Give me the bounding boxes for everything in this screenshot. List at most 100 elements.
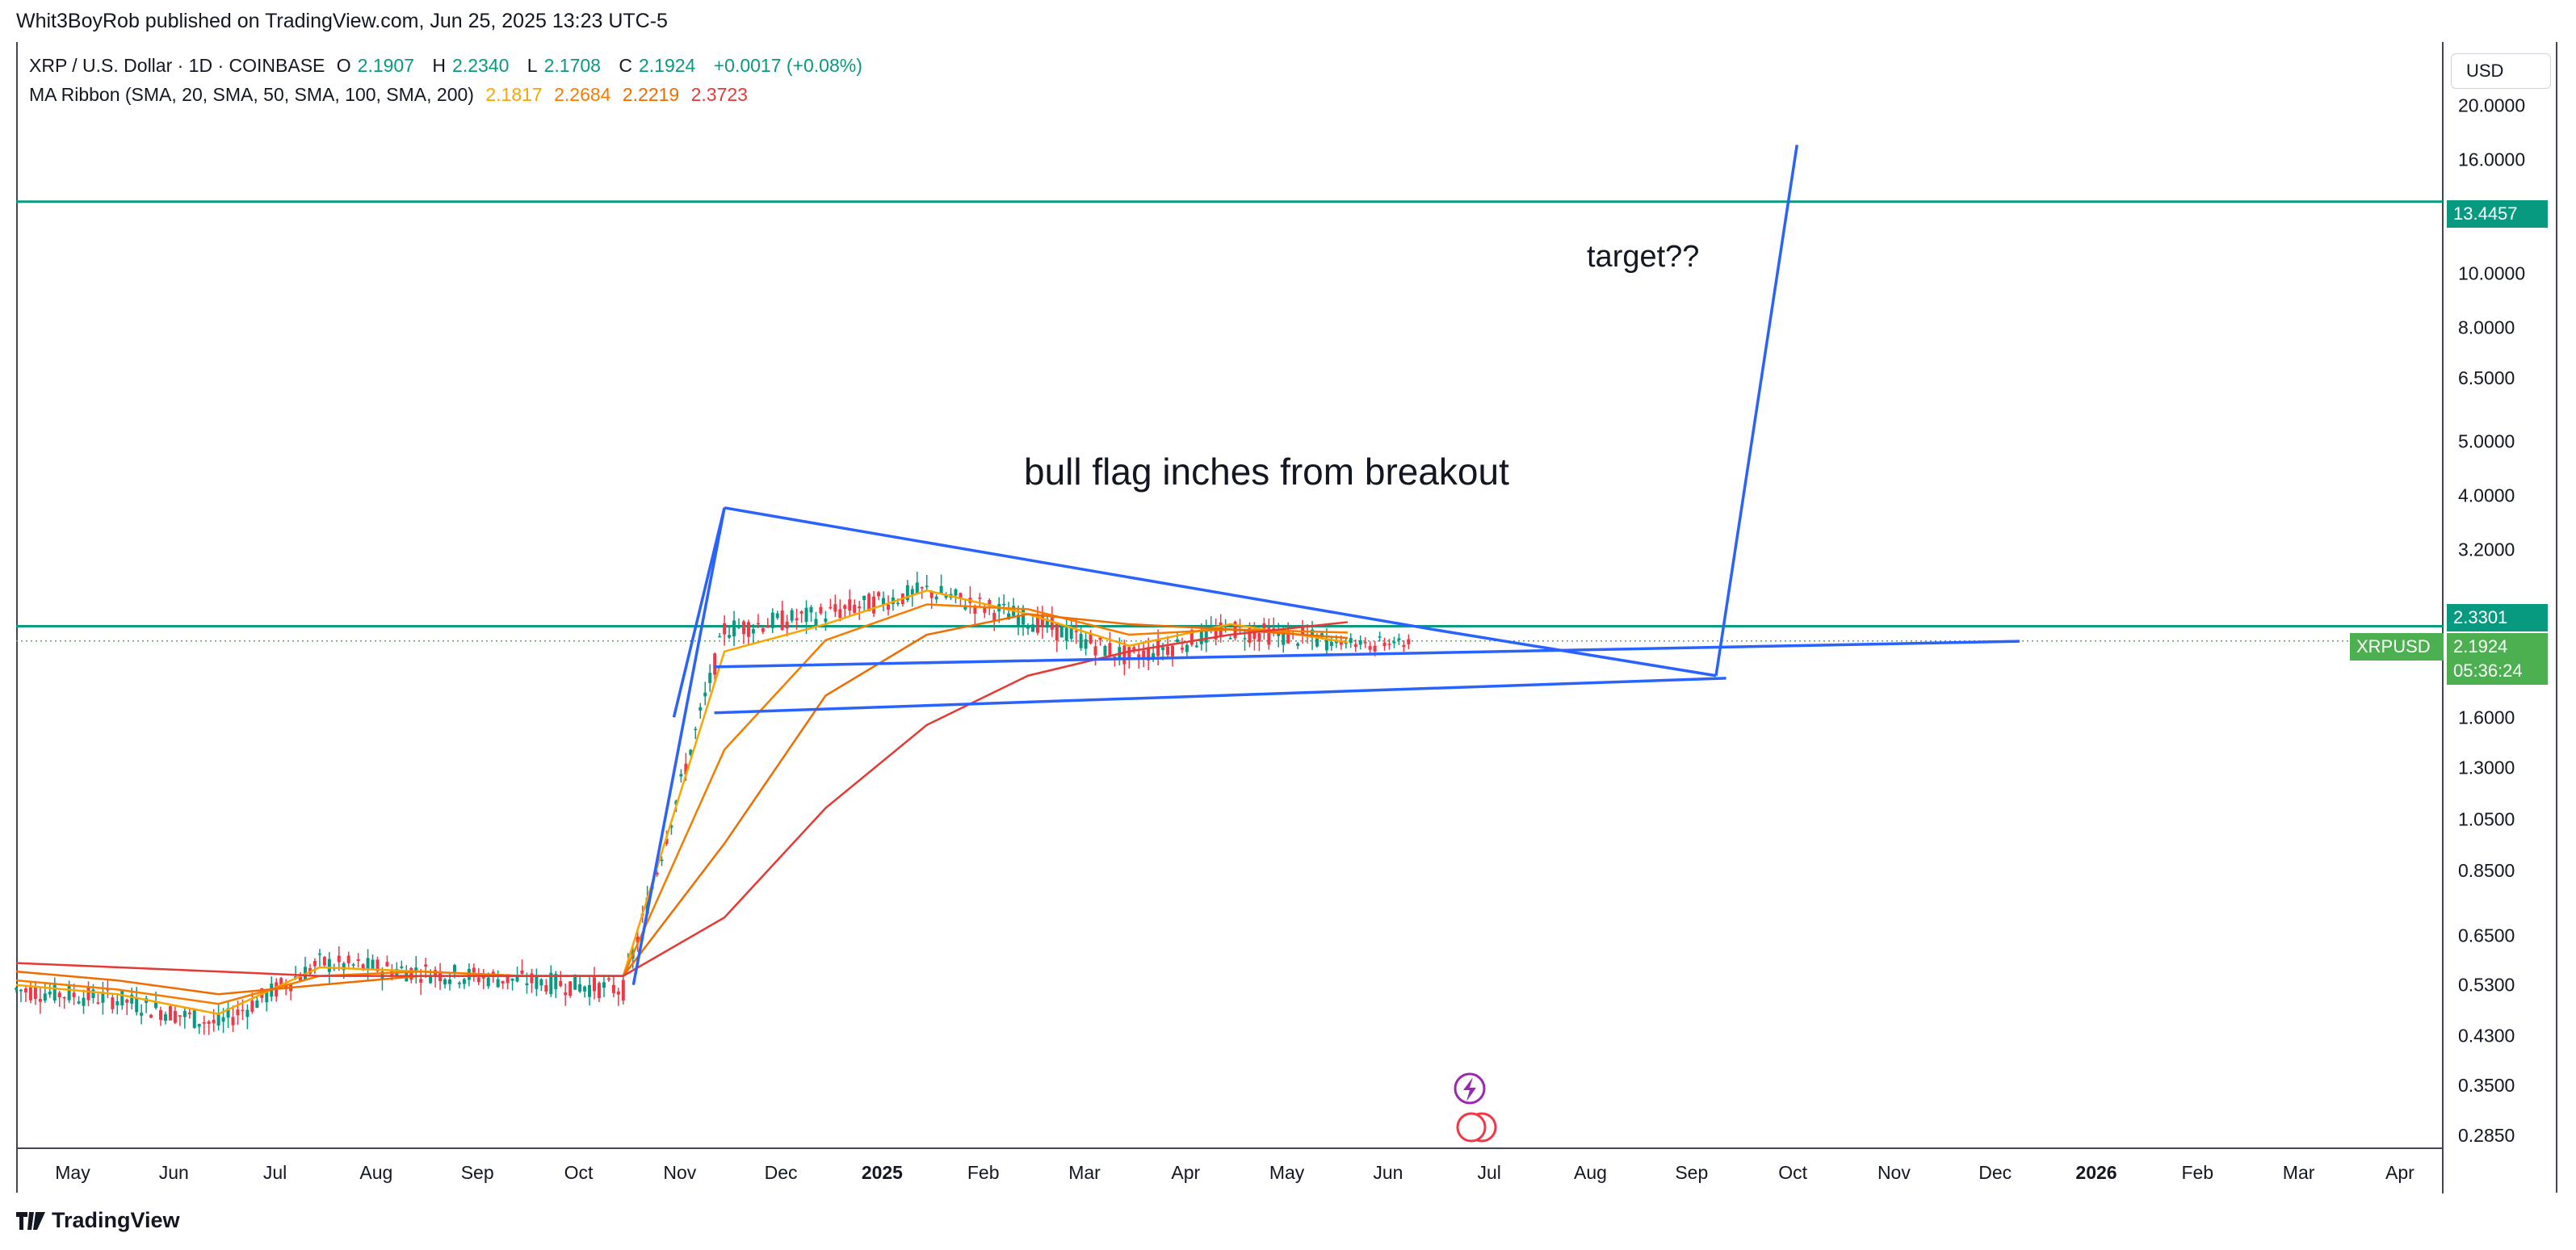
candle-body: [91, 989, 95, 999]
candle-body: [452, 965, 456, 975]
candle-body: [611, 984, 615, 993]
symbol-legend[interactable]: XRP / U.S. Dollar · 1D · COINBASE O 2.190…: [29, 55, 869, 77]
candle-body: [125, 999, 129, 1003]
candle-body: [554, 973, 558, 989]
candle-body: [939, 585, 943, 595]
candle-body: [52, 983, 57, 1000]
price-tick-label: 3.2000: [2458, 539, 2515, 560]
candle-body: [915, 582, 919, 594]
candle-body: [848, 599, 852, 611]
candle-body: [1373, 645, 1377, 652]
candle-body: [515, 975, 519, 982]
candle-body: [443, 979, 447, 985]
candle-body: [245, 1009, 250, 1017]
candle-body: [1228, 638, 1232, 640]
candle-body: [525, 983, 529, 986]
candle-body: [510, 978, 514, 981]
time-tick-label: Jul: [1477, 1162, 1500, 1183]
price-tick-label: 1.3000: [2458, 757, 2515, 778]
candle-body: [163, 1014, 167, 1021]
candle-body: [1175, 639, 1179, 642]
time-tick-label: Feb: [2181, 1162, 2213, 1183]
candle-body: [621, 979, 625, 1001]
candle-body: [1324, 638, 1328, 651]
candle-body: [963, 606, 967, 610]
time-tick-label: Sep: [1675, 1162, 1708, 1183]
tradingview-logo[interactable]: TradingView: [16, 1208, 180, 1233]
candle-body: [1252, 630, 1257, 640]
level-high-tag: 13.4457: [2447, 200, 2548, 228]
candle-body: [1262, 623, 1266, 631]
candle-body: [1035, 614, 1039, 633]
candle-body: [1185, 644, 1189, 652]
candle-body: [429, 976, 433, 984]
candle-body: [655, 872, 659, 875]
candle-body: [843, 605, 847, 609]
candle-body: [1166, 646, 1170, 655]
price-tick-label: 0.5300: [2458, 975, 2515, 996]
candle-body: [886, 604, 890, 610]
flag-lower-trendline: [714, 677, 1726, 715]
candle-body: [699, 707, 703, 711]
candle-body: [809, 606, 813, 613]
annotation-target: target??: [1587, 240, 1699, 274]
ma-line-sma200: [15, 621, 1349, 977]
chart-frame[interactable]: [16, 42, 2557, 1193]
candle-body: [954, 589, 958, 596]
price-tick-label: 20.0000: [2458, 95, 2525, 116]
candle-body: [28, 987, 32, 1000]
candle-body: [337, 955, 341, 963]
price-tick-label: 4.0000: [2458, 484, 2515, 505]
candle-body: [867, 594, 871, 611]
candle-body: [973, 606, 977, 615]
candle-body: [1064, 627, 1068, 641]
candle-body: [1189, 630, 1194, 645]
ma50-value: 2.2684: [554, 84, 611, 105]
symbol-title[interactable]: XRP / U.S. Dollar · 1D · COINBASE: [29, 55, 325, 76]
candle-body: [766, 625, 770, 628]
candle-body: [1122, 645, 1126, 665]
time-tick-label: Nov: [663, 1162, 696, 1183]
ma-ribbon-title[interactable]: MA Ribbon (SMA, 20, SMA, 50, SMA, 100, S…: [29, 84, 474, 105]
candle-body: [862, 595, 866, 601]
candle-body: [448, 979, 451, 984]
candle-body: [1397, 638, 1401, 640]
candle-body: [544, 985, 548, 992]
candle-body: [1248, 627, 1252, 643]
candle-body: [385, 962, 389, 967]
ma-line-sma100: [15, 613, 1348, 996]
candle-body: [756, 623, 760, 625]
candle-body: [872, 596, 876, 614]
candle-body: [38, 999, 42, 1002]
candle-body: [804, 607, 808, 623]
candle-body: [111, 997, 115, 1009]
candle-body: [597, 983, 601, 999]
publisher-header: Whit3BoyRob published on TradingView.com…: [16, 10, 668, 32]
time-tick-label: Jun: [159, 1162, 189, 1183]
ma-ribbon-legend[interactable]: MA Ribbon (SMA, 20, SMA, 50, SMA, 100, S…: [29, 84, 754, 106]
candle-body: [824, 619, 828, 623]
candle-body: [1026, 625, 1030, 629]
candle-body: [96, 1002, 100, 1004]
candle-body: [799, 611, 803, 614]
candle-body: [419, 979, 423, 983]
currency-selector[interactable]: USD: [2451, 53, 2551, 89]
candle-body: [1243, 638, 1247, 640]
time-tick-label: Dec: [765, 1162, 798, 1183]
price-tick-label: 5.0000: [2458, 431, 2515, 452]
candle-body: [1311, 629, 1315, 638]
candle-body: [356, 958, 360, 962]
ma200-value: 2.3723: [690, 84, 748, 105]
ohlc-high: H 2.2340: [432, 55, 510, 76]
price-tick-label: 0.6500: [2458, 925, 2515, 946]
candle-body: [346, 955, 350, 963]
time-tick-label: Oct: [564, 1162, 594, 1183]
candle-body: [299, 976, 303, 981]
candle-body: [265, 992, 269, 1003]
candle-body: [506, 974, 510, 984]
candle-body: [23, 988, 27, 992]
candle-body: [992, 613, 996, 621]
candle-body: [882, 598, 885, 606]
candle-body: [723, 623, 727, 635]
